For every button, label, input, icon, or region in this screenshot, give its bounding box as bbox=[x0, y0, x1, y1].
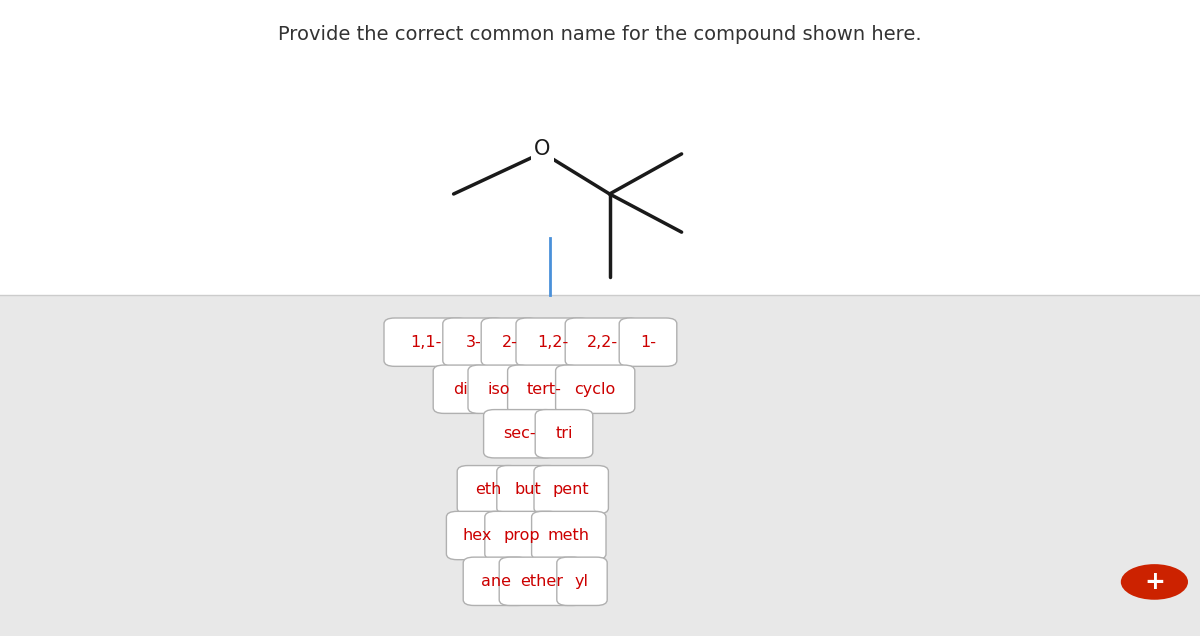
Bar bbox=[0, 295, 1200, 636]
Text: Provide the correct common name for the compound shown here.: Provide the correct common name for the … bbox=[278, 25, 922, 44]
FancyBboxPatch shape bbox=[556, 365, 635, 413]
Text: eth: eth bbox=[475, 482, 502, 497]
Text: 2-: 2- bbox=[502, 335, 518, 350]
FancyBboxPatch shape bbox=[384, 318, 468, 366]
FancyBboxPatch shape bbox=[516, 318, 590, 366]
FancyBboxPatch shape bbox=[457, 466, 520, 514]
Text: 3-: 3- bbox=[466, 335, 482, 350]
Text: hex: hex bbox=[463, 528, 492, 543]
Text: tri: tri bbox=[556, 426, 572, 441]
Text: ether: ether bbox=[520, 574, 563, 589]
FancyBboxPatch shape bbox=[619, 318, 677, 366]
FancyBboxPatch shape bbox=[481, 318, 539, 366]
FancyBboxPatch shape bbox=[532, 511, 606, 560]
FancyBboxPatch shape bbox=[468, 365, 530, 413]
FancyBboxPatch shape bbox=[508, 365, 580, 413]
Text: 1,1-: 1,1- bbox=[410, 335, 442, 350]
FancyBboxPatch shape bbox=[557, 557, 607, 605]
FancyBboxPatch shape bbox=[484, 410, 556, 458]
Text: ane: ane bbox=[480, 574, 511, 589]
Text: pent: pent bbox=[553, 482, 589, 497]
Text: cyclo: cyclo bbox=[575, 382, 616, 397]
Text: +: + bbox=[1144, 570, 1165, 594]
Text: 2,2-: 2,2- bbox=[587, 335, 618, 350]
FancyBboxPatch shape bbox=[497, 466, 559, 514]
Text: 1-: 1- bbox=[640, 335, 656, 350]
Text: di: di bbox=[454, 382, 468, 397]
FancyBboxPatch shape bbox=[446, 511, 509, 560]
FancyBboxPatch shape bbox=[463, 557, 528, 605]
FancyBboxPatch shape bbox=[565, 318, 640, 366]
FancyBboxPatch shape bbox=[534, 466, 608, 514]
FancyBboxPatch shape bbox=[485, 511, 559, 560]
Text: iso: iso bbox=[488, 382, 510, 397]
FancyBboxPatch shape bbox=[433, 365, 488, 413]
Text: prop: prop bbox=[504, 528, 540, 543]
FancyBboxPatch shape bbox=[443, 318, 505, 366]
Bar bbox=[0, 0, 1200, 295]
Circle shape bbox=[1121, 564, 1188, 600]
Text: yl: yl bbox=[575, 574, 589, 589]
FancyBboxPatch shape bbox=[535, 410, 593, 458]
FancyBboxPatch shape bbox=[499, 557, 583, 605]
Text: sec-: sec- bbox=[503, 426, 536, 441]
Text: 1,2-: 1,2- bbox=[538, 335, 569, 350]
Text: but: but bbox=[515, 482, 541, 497]
Text: tert-: tert- bbox=[526, 382, 562, 397]
Text: O: O bbox=[534, 139, 551, 159]
Text: meth: meth bbox=[547, 528, 590, 543]
